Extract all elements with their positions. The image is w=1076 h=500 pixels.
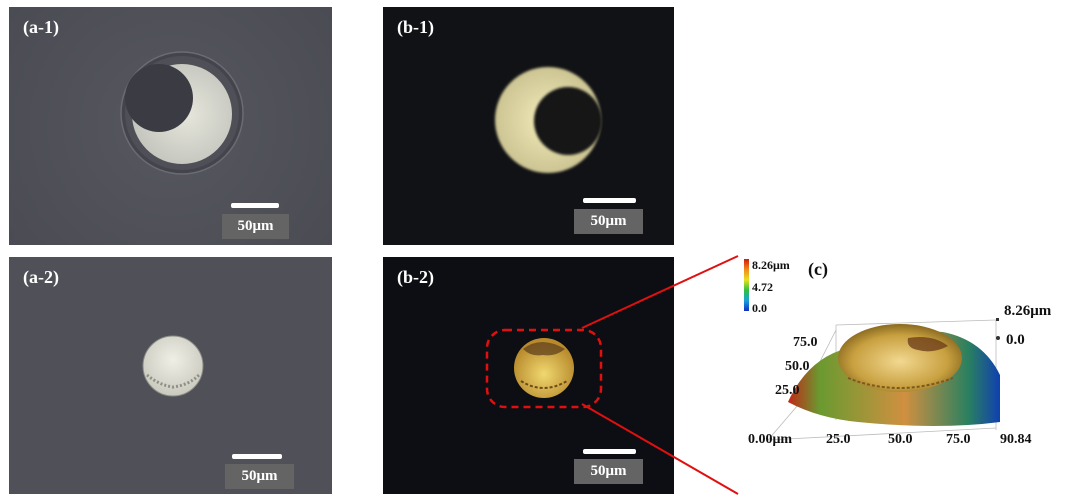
z-axis-bottom-label: 0.0 [1006,332,1025,348]
x-tick-label: 50.0 [888,432,913,447]
panel-label-b2: (b-2) [397,267,434,287]
y-tick-label: 25.0 [775,383,800,398]
panel-b2: (b-2) 50μm [383,257,674,494]
panel-label-a1: (a-1) [23,17,59,37]
panel-label-b1: (b-1) [397,17,434,37]
panel-a2: (a-2) 50μm [9,257,332,494]
scale-bar [231,203,279,208]
x-tick-label: 90.84 [1000,432,1032,447]
x-tick-label: 0.00μm [748,432,793,447]
micrograph-a2 [142,335,204,397]
highlight-box [485,328,603,409]
y-tick-label: 50.0 [785,359,810,374]
micrograph-a1 [120,51,244,175]
panel-label-c: (c) [808,259,828,279]
y-tick-label: 75.0 [793,335,818,350]
z-axis-markers [996,318,1000,340]
scale-bar-text: 50μm [225,464,294,489]
colorbar [744,259,749,311]
x-tick-label: 25.0 [826,432,851,447]
scale-bar [583,198,636,203]
scale-bar [232,454,282,459]
scale-bar-text: 50μm [222,214,289,239]
scale-bar-text: 50μm [574,459,643,484]
scale-bar [583,449,636,454]
panel-b1: (b-1) 50μm [383,7,674,245]
scale-bar-text: 50μm [574,209,643,234]
panel-a1: (a-1) 50μm [9,7,332,245]
panel-c: 8.26μm 4.72 0.0 (c) [738,250,1076,500]
colorbar-max-label: 8.26μm [752,258,790,272]
micrograph-b2 [485,328,603,409]
colorbar-min-label: 0.0 [752,301,767,315]
panel-label-a2: (a-2) [23,267,59,287]
x-tick-label: 75.0 [946,432,971,447]
colorbar-mid-label: 4.72 [752,280,773,294]
z-axis-top-label: 8.26μm [1004,303,1052,319]
surface-plot [767,318,1000,441]
micrograph-b1 [495,67,602,173]
